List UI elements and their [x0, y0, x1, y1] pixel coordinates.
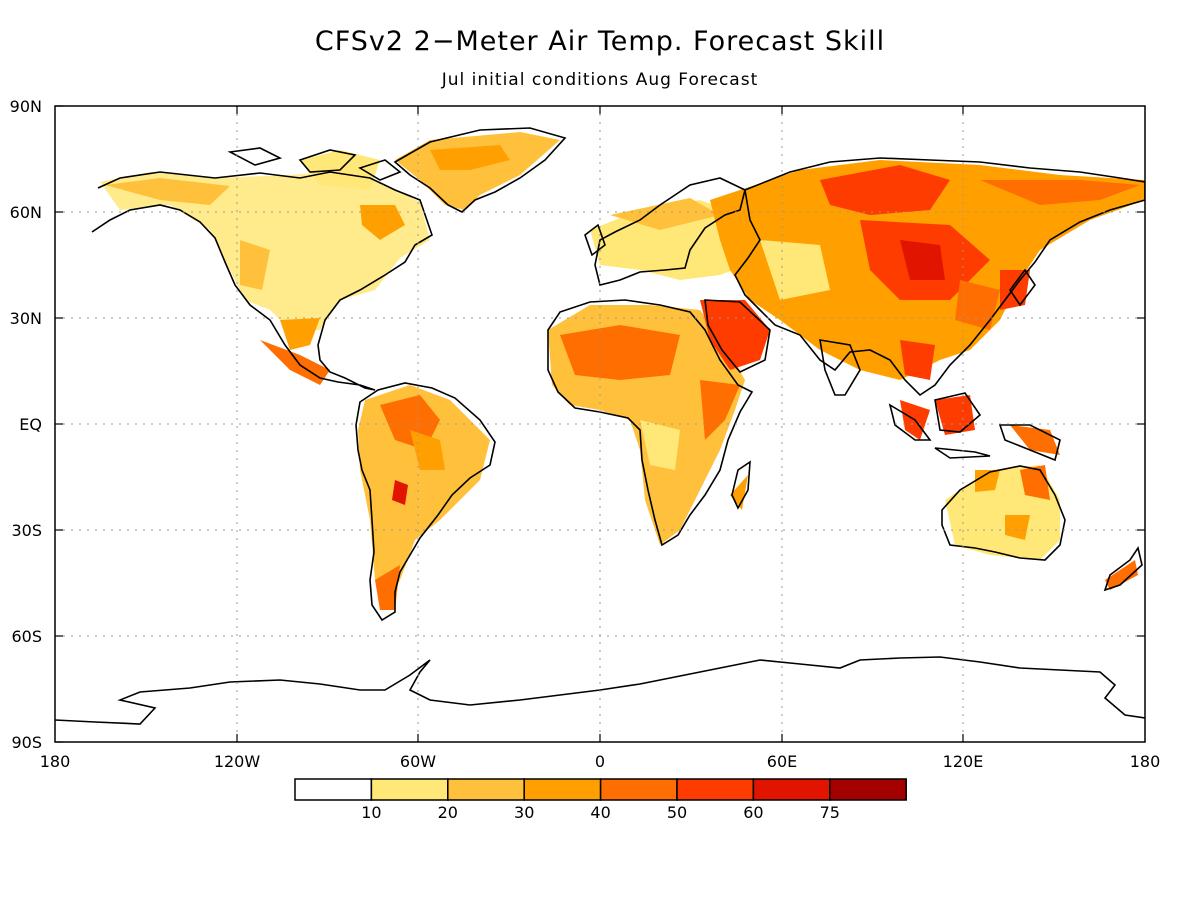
coast-australia — [941, 465, 1066, 561]
lon-label: 0 — [595, 752, 605, 771]
skill-shading — [100, 132, 1145, 610]
lon-label: 60W — [400, 752, 436, 771]
lon-label: 120E — [943, 752, 984, 771]
lat-label: 30N — [10, 309, 42, 328]
legend-label: 50 — [667, 803, 687, 822]
legend-label: 10 — [361, 803, 381, 822]
lon-label: 180 — [40, 752, 71, 771]
legend-label: 40 — [590, 803, 610, 822]
lat-labels: 90N 60N 30N EQ 30S 60S 90S — [10, 97, 42, 752]
coast-south-america — [355, 382, 496, 622]
lon-labels: 180 120W 60W 0 60E 120E 180 — [40, 752, 1161, 771]
coast-europe — [594, 177, 746, 286]
legend-swatch — [829, 778, 907, 801]
coast-antarctica — [55, 656, 1145, 725]
lat-label: EQ — [19, 415, 42, 434]
axis-ticks — [55, 105, 1145, 743]
legend-swatch — [294, 778, 373, 801]
legend-label: 30 — [514, 803, 534, 822]
gridlines — [55, 106, 1145, 742]
legend-swatch — [752, 778, 831, 801]
chart-subtitle: Jul initial conditions Aug Forecast — [441, 70, 759, 90]
color-legend: 10 20 30 40 50 60 75 — [294, 778, 907, 822]
lat-label: 60S — [11, 627, 42, 646]
lon-label: 60E — [767, 752, 797, 771]
legend-label: 20 — [438, 803, 458, 822]
legend-label: 75 — [820, 803, 840, 822]
coastlines — [55, 127, 1145, 725]
coast-north-america — [91, 171, 433, 391]
legend-swatch — [447, 778, 525, 801]
legend-swatch — [370, 778, 449, 801]
lat-label: 60N — [10, 203, 42, 222]
lat-label: 90N — [10, 97, 42, 116]
coast-asia — [734, 157, 1145, 397]
legend-swatch — [523, 778, 602, 801]
legend-label: 60 — [743, 803, 763, 822]
chart-title: CFSv2 2−Meter Air Temp. Forecast Skill — [314, 26, 886, 57]
legend-swatch — [676, 778, 755, 801]
lat-label: 30S — [11, 521, 42, 540]
lon-label: 180 — [1130, 752, 1161, 771]
coast-greenland — [393, 127, 567, 213]
shade-south-america — [358, 385, 490, 610]
lat-label: 90S — [11, 733, 42, 752]
legend-swatch — [599, 778, 678, 801]
coast-africa — [547, 299, 754, 547]
lon-label: 120W — [214, 752, 261, 771]
